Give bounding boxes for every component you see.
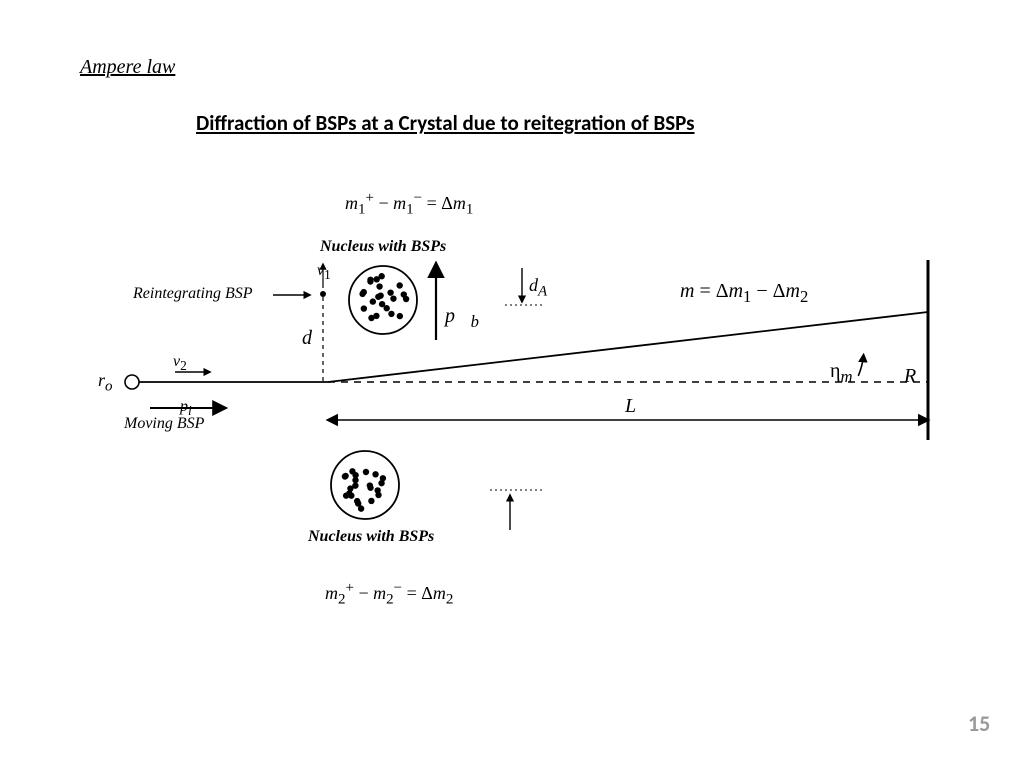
diffraction-diagram — [0, 0, 1024, 768]
